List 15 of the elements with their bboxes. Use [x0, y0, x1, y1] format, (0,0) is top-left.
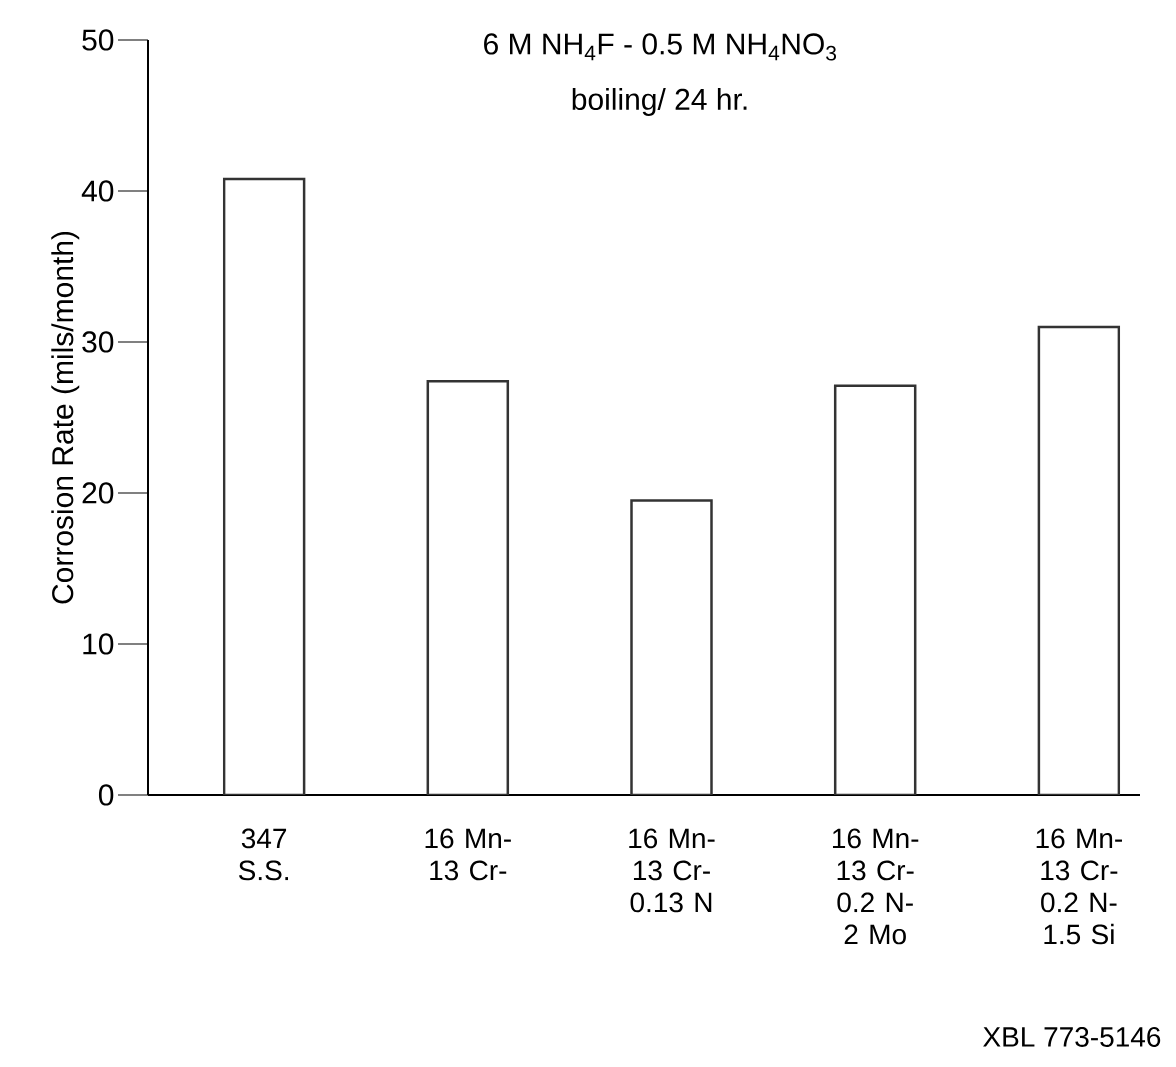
x-tick-label: 16 Mn- 13 Cr- [425, 828, 511, 881]
y-tick-label: 0 [98, 784, 114, 806]
x-tick-label: 16 Mn- 13 Cr- 0.2 N- 1.5 Si [1036, 828, 1122, 945]
x-tick-label: 16 Mn- 13 Cr- 0.13 N [629, 828, 715, 913]
x-tick-label: 16 Mn- 13 Cr- 0.2 N- 2 Mo [832, 828, 919, 945]
y-tick-label: 20 [82, 482, 114, 504]
y-tick-label: 50 [82, 29, 114, 51]
text: boiling/ 24 hr. [572, 88, 747, 116]
chart-title: 6 M NH$_{4}$F - 0.5 M NH$_{4}$NO$_{3}$ [484, 33, 837, 61]
text: XBL 773-5146 [983, 1027, 1161, 1047]
y-axis-title: Corrosion Rate (mils/month) [51, 231, 80, 604]
x-tick-label: 347 S.S. [238, 828, 289, 881]
y-tick-label: 10 [83, 633, 114, 655]
y-tick-label: 40 [81, 180, 114, 202]
y-tick-label: 30 [82, 331, 114, 353]
